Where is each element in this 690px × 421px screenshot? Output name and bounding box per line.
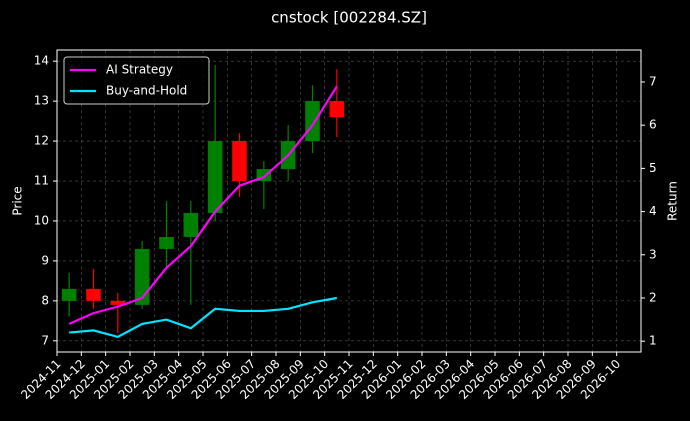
candle-body [61, 288, 77, 301]
candle-body [329, 101, 345, 118]
y-tick-label: 13 [34, 94, 49, 108]
y-tick-label: 8 [41, 293, 49, 307]
chart-title: cnstock [002284.SZ] [271, 9, 427, 27]
plot-frame [56, 49, 642, 353]
y2-tick-label: 7 [649, 74, 657, 88]
candle-body [159, 236, 174, 249]
y2-tick-label: 1 [649, 334, 657, 348]
y2-axis-label: Return [666, 181, 680, 221]
candle-body [134, 248, 150, 305]
candle-body [207, 141, 223, 213]
y2-tick-label: 2 [649, 290, 657, 304]
series-line [69, 296, 338, 339]
y-tick-label: 11 [34, 174, 49, 188]
y-axis-label: Price [11, 186, 25, 215]
candle-body [183, 212, 199, 237]
y2-tick-label: 5 [649, 161, 657, 175]
legend-label: Buy-and-Hold [106, 84, 187, 98]
y-tick-label: 12 [34, 134, 49, 148]
series-line [68, 85, 338, 325]
y-tick-label: 10 [34, 213, 49, 227]
y-tick-label: 14 [34, 54, 49, 68]
y2-tick-label: 6 [649, 118, 657, 132]
y2-tick-label: 3 [649, 247, 657, 261]
candle-body [232, 141, 247, 182]
y-tick-label: 9 [41, 253, 49, 267]
y2-tick-label: 4 [649, 204, 657, 218]
candle-body [305, 101, 320, 142]
candle-body [256, 169, 272, 182]
candle-body [86, 288, 101, 301]
y-tick-label: 7 [41, 333, 49, 347]
legend-box [63, 56, 210, 105]
candle-body [110, 300, 126, 305]
legend-label: AI Strategy [106, 63, 173, 77]
